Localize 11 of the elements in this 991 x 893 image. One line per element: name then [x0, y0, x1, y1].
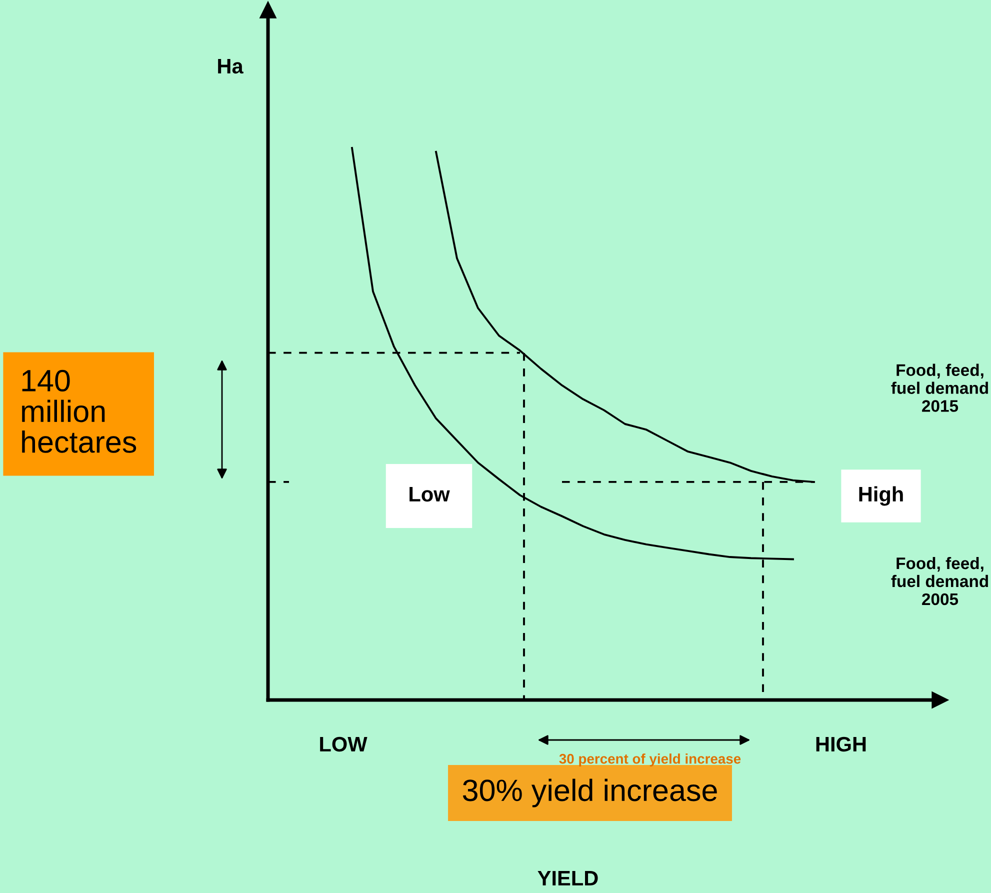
annotation: Low	[410, 487, 450, 502]
text: YIELD	[538, 871, 598, 886]
text: 140 million hectares	[22, 370, 136, 453]
y-axis-title: Ha	[218, 59, 244, 74]
text: Food, feed, fuel demand 2005	[891, 556, 988, 606]
text: HIGH	[816, 736, 866, 752]
annotation: High	[859, 486, 903, 506]
text: LOW	[320, 736, 368, 752]
text: 30 percent of yield increase	[559, 754, 741, 766]
text: 30% yield increase	[462, 778, 717, 808]
text: Food, feed, fuel demand 2015	[891, 364, 988, 412]
